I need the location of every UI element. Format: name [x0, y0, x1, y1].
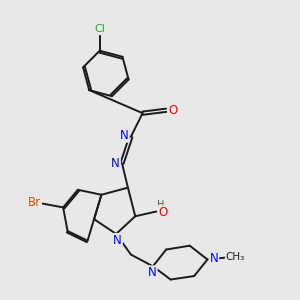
Text: N: N [209, 252, 218, 265]
Text: O: O [168, 104, 177, 117]
Text: CH₃: CH₃ [226, 252, 245, 262]
Text: Br: Br [28, 196, 41, 208]
Text: N: N [113, 234, 122, 247]
Text: N: N [111, 157, 120, 170]
Text: H: H [157, 200, 164, 210]
Text: N: N [148, 266, 157, 279]
Text: O: O [158, 206, 167, 219]
Text: N: N [120, 129, 129, 142]
Text: Cl: Cl [94, 24, 105, 34]
